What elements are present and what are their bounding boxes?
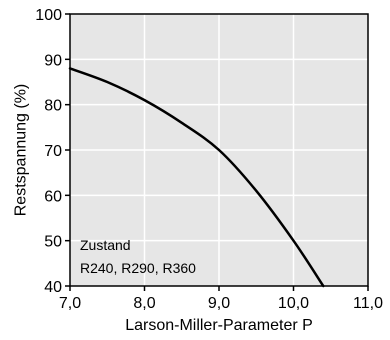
y-tick-label: 60 <box>44 188 62 205</box>
y-tick-label: 50 <box>44 234 62 251</box>
y-tick-label: 80 <box>44 98 62 115</box>
y-tick-labels: 40 50 60 70 80 90 100 <box>35 7 62 296</box>
x-tick-label: 11,0 <box>353 295 383 312</box>
y-axis-title: Restspannung (%) <box>13 84 30 217</box>
y-tick-label: 100 <box>35 7 62 24</box>
x-tick-labels: 7,0 8,0 9,0 10,0 11,0 <box>59 295 383 312</box>
axis-ticks <box>65 13 369 291</box>
y-tick-label: 40 <box>44 279 62 296</box>
y-tick-label: 90 <box>44 52 62 69</box>
x-tick-label: 9,0 <box>208 295 230 312</box>
annotation-line-2: R240, R290, R360 <box>80 260 196 276</box>
annotation-line-1: Zustand <box>80 237 131 253</box>
y-tick-label: 70 <box>44 143 62 160</box>
plot-frame <box>69 13 369 287</box>
x-axis-title: Larson-Miller-Parameter P <box>125 317 313 334</box>
x-tick-label: 7,0 <box>59 295 81 312</box>
series-line <box>68 67 325 288</box>
x-tick-label: 8,0 <box>133 295 155 312</box>
x-tick-label: 10,0 <box>278 295 309 312</box>
